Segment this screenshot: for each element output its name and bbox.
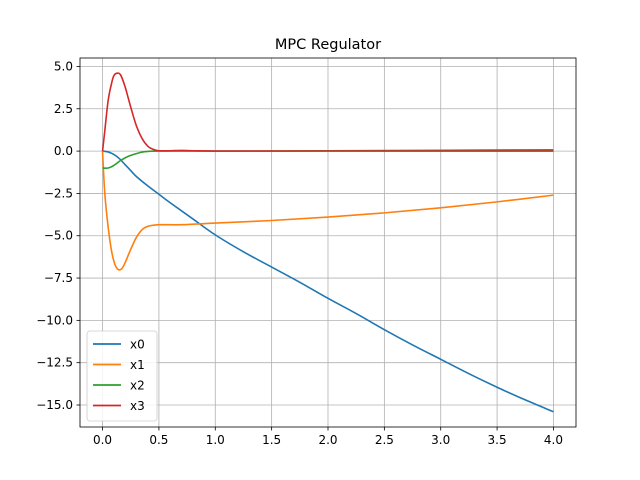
y-tick-label: −12.5 [36, 356, 73, 370]
y-tick-label: −7.5 [44, 271, 73, 285]
x-tick-label: 2.0 [318, 433, 337, 447]
y-tick-label: −10.0 [36, 313, 73, 327]
legend-label-x3: x3 [130, 399, 145, 413]
legend-label-x0: x0 [130, 338, 145, 352]
y-tick-label: −2.5 [44, 186, 73, 200]
chart-title: MPC Regulator [275, 37, 381, 53]
series-line-x1 [101, 151, 554, 271]
series-line-x3 [101, 72, 554, 152]
x-tick-label: 2.5 [375, 433, 394, 447]
legend-label-x1: x1 [130, 358, 145, 372]
y-tick-label: −5.0 [44, 229, 73, 243]
legend-label-x2: x2 [130, 379, 145, 393]
x-tick-label: 0.5 [149, 433, 168, 447]
y-tick-label: 5.0 [54, 59, 73, 73]
series-layer [101, 72, 554, 413]
axis-ticks: 0.0 0.5 1.0 1.5 2.0 2.5 3.0 3.5 4.0 5.0 2.5 0.0 −2.5… [36, 59, 563, 447]
series-line-x0 [102, 150, 554, 413]
legend: x0 x1 x2 x3 [86, 330, 158, 422]
x-tick-label: 1.0 [206, 433, 225, 447]
legend-box [86, 330, 158, 422]
x-tick-label: 0.0 [93, 433, 112, 447]
x-tick-label: 3.5 [488, 433, 507, 447]
y-tick-label: 2.5 [54, 102, 73, 116]
y-tick-label: 0.0 [54, 144, 73, 158]
x-tick-label: 4.0 [544, 433, 563, 447]
x-tick-label: 3.0 [431, 433, 450, 447]
y-tick-label: −15.0 [36, 398, 73, 412]
x-tick-label: 1.5 [262, 433, 281, 447]
